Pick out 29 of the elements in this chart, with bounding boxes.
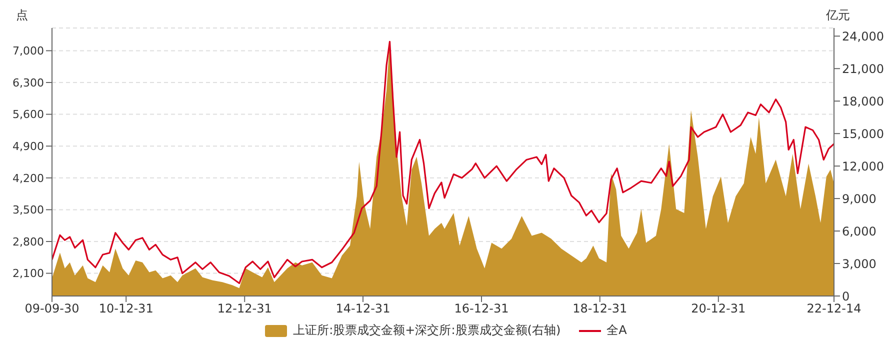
x-tick-label: 20-12-31 <box>691 302 746 316</box>
y-tick-label: 3,500 <box>12 204 44 217</box>
y2-tick-label: 18,000 <box>842 94 884 108</box>
y2-tick-label: 24,000 <box>842 29 884 44</box>
y-tick-label: 4,200 <box>12 172 44 185</box>
y-tick-label: 2,800 <box>12 235 44 248</box>
y2-tick-label: 6,000 <box>842 224 876 238</box>
y2-tick-label: 21,000 <box>842 62 884 76</box>
x-tick-label: 10-12-31 <box>98 302 154 316</box>
x-tick-label: 22-12-14 <box>806 302 862 316</box>
y2-tick-label: 15,000 <box>842 126 884 141</box>
x-tick-label: 18-12-31 <box>572 302 628 316</box>
y2-tick-label: 0 <box>842 289 850 304</box>
x-tick-label: 16-12-31 <box>454 302 509 316</box>
y-tick-label: 7,000 <box>12 44 44 58</box>
x-tick-label: 12-12-31 <box>217 302 272 316</box>
y2-tick-label: 12,000 <box>842 159 884 174</box>
y2-axis-title: 亿元 <box>826 8 850 22</box>
y-axis-title: 点 <box>16 8 28 22</box>
legend-label: 上证所:股票成交金额+深交所:股票成交金额(右轴) <box>293 322 561 339</box>
y2-tick-label: 3,000 <box>842 256 876 271</box>
legend-label: 全A <box>606 322 627 339</box>
y-tick-label: 5,600 <box>12 108 44 122</box>
y-tick-label: 6,300 <box>12 76 44 90</box>
y-tick-label: 4,900 <box>12 140 44 154</box>
x-tick-label: 14-12-31 <box>336 302 390 316</box>
y2-tick-label: 9,000 <box>842 192 876 206</box>
y-tick-label: 2,100 <box>12 267 44 280</box>
x-tick-label: 09-09-30 <box>24 302 80 316</box>
